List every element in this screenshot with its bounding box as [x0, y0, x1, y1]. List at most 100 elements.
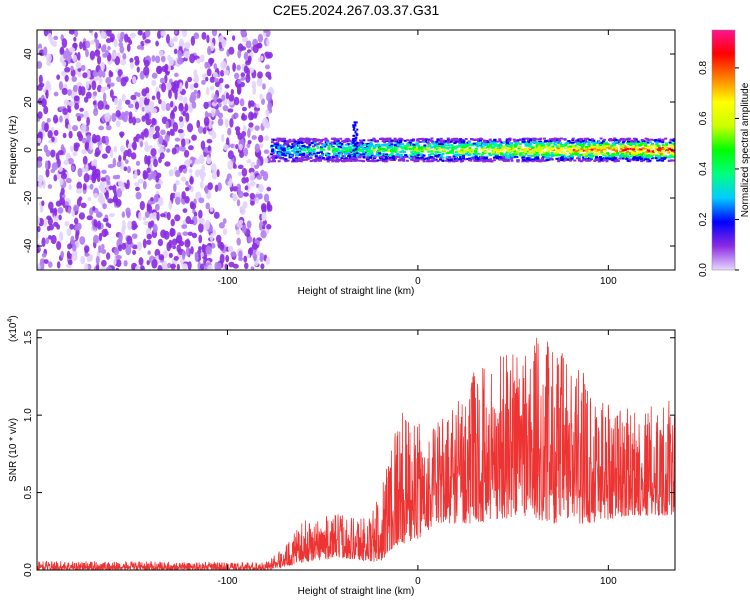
- heatmap-cell: [164, 63, 169, 71]
- heatmap-cell: [607, 157, 611, 160]
- heatmap-cell: [514, 141, 518, 144]
- heatmap-cell: [314, 153, 318, 156]
- colorbar-tick-label: 0.2: [698, 212, 709, 226]
- heatmap-cell: [386, 150, 390, 153]
- heatmap-cell: [629, 158, 633, 161]
- heatmap-cell: [78, 212, 86, 220]
- heatmap-cell: [263, 30, 269, 34]
- heatmap-cell: [455, 154, 459, 157]
- heatmap-cell: [353, 140, 356, 143]
- heatmap-cell: [171, 84, 179, 94]
- heatmap-cell: [497, 155, 501, 158]
- y-tick-label: 1.0: [23, 408, 34, 422]
- heatmap-cell: [120, 59, 127, 66]
- heatmap-cell: [515, 151, 519, 154]
- heatmap-cell: [134, 101, 140, 110]
- heatmap-cell: [429, 150, 433, 153]
- heatmap-cell: [649, 144, 653, 147]
- heatmap-cell: [408, 157, 412, 160]
- heatmap-cell: [614, 138, 618, 141]
- heatmap-cell: [655, 141, 659, 144]
- heatmap-cell: [235, 229, 241, 236]
- heatmap-cell: [434, 145, 438, 148]
- heatmap-cell: [94, 107, 98, 112]
- heatmap-cell: [289, 154, 293, 157]
- heatmap-cell: [649, 147, 653, 150]
- heatmap-cell: [546, 147, 550, 150]
- heatmap-cell: [584, 146, 588, 149]
- heatmap-cell: [659, 153, 663, 156]
- heatmap-cell: [619, 145, 623, 148]
- heatmap-cell: [408, 148, 412, 151]
- heatmap-cell: [502, 141, 506, 144]
- heatmap-cell: [513, 155, 517, 158]
- heatmap-cell: [156, 65, 163, 75]
- heatmap-cell: [333, 153, 337, 156]
- heatmap-cell: [96, 263, 100, 270]
- heatmap-cell: [67, 259, 73, 266]
- heatmap-cell: [478, 143, 482, 146]
- heatmap-cell: [387, 154, 391, 157]
- heatmap-cell: [77, 167, 83, 178]
- heatmap-cell: [401, 145, 405, 148]
- heatmap-cell: [78, 196, 83, 202]
- heatmap-cell: [504, 158, 508, 161]
- heatmap-cell: [207, 46, 212, 56]
- heatmap-cell: [496, 147, 500, 150]
- heatmap-cell: [169, 128, 175, 136]
- heatmap-cell: [436, 138, 440, 141]
- heatmap-cell: [219, 253, 225, 264]
- heatmap-cell: [272, 138, 276, 141]
- heatmap-cell: [525, 137, 529, 140]
- heatmap-cell: [450, 146, 454, 149]
- heatmap-cell: [92, 165, 97, 174]
- heatmap-cell: [100, 248, 107, 254]
- heatmap-cell: [64, 66, 71, 73]
- heatmap-cell: [561, 154, 565, 157]
- heatmap-cell: [172, 245, 176, 250]
- heatmap-cell: [605, 159, 609, 162]
- heatmap-cell: [48, 201, 54, 211]
- heatmap-cell: [600, 149, 604, 152]
- heatmap-cell: [403, 147, 407, 150]
- heatmap-cell: [59, 115, 63, 123]
- heatmap-cell: [590, 152, 594, 155]
- heatmap-cell: [539, 147, 543, 150]
- heatmap-cell: [521, 156, 525, 159]
- heatmap-cell: [512, 148, 516, 151]
- heatmap-cell: [430, 146, 434, 149]
- heatmap-cell: [154, 131, 160, 139]
- heatmap-cell: [570, 157, 574, 160]
- heatmap-cell: [380, 144, 384, 147]
- heatmap-cell: [315, 157, 319, 160]
- heatmap-cell: [154, 125, 161, 132]
- heatmap-cell: [92, 70, 99, 77]
- heatmap-cell: [249, 100, 255, 107]
- heatmap-cell: [181, 250, 186, 260]
- heatmap-cell: [670, 155, 674, 158]
- heatmap-cell: [239, 98, 245, 107]
- heatmap-cell: [664, 137, 668, 140]
- heatmap-cell: [500, 141, 504, 144]
- heatmap-cell: [93, 234, 99, 244]
- heatmap-cell: [67, 123, 72, 132]
- heatmap-cell: [621, 152, 625, 155]
- heatmap-cell: [387, 142, 391, 145]
- heatmap-cell: [204, 111, 209, 119]
- heatmap-cell: [69, 145, 74, 152]
- heatmap-cell: [72, 250, 76, 258]
- heatmap-cell: [428, 143, 432, 146]
- heatmap-cell: [465, 145, 469, 148]
- heatmap-cell: [511, 144, 515, 147]
- heatmap-cell: [129, 62, 134, 70]
- heatmap-cell: [68, 47, 76, 53]
- heatmap-cell: [370, 139, 374, 142]
- heatmap-cell: [631, 147, 635, 150]
- heatmap-cell: [188, 145, 194, 151]
- heatmap-cell: [549, 154, 553, 157]
- heatmap-cell: [612, 156, 616, 159]
- heatmap-cell: [335, 153, 339, 156]
- heatmap-cell: [142, 171, 149, 179]
- heatmap-cell: [394, 151, 398, 154]
- heatmap-cell: [307, 156, 311, 159]
